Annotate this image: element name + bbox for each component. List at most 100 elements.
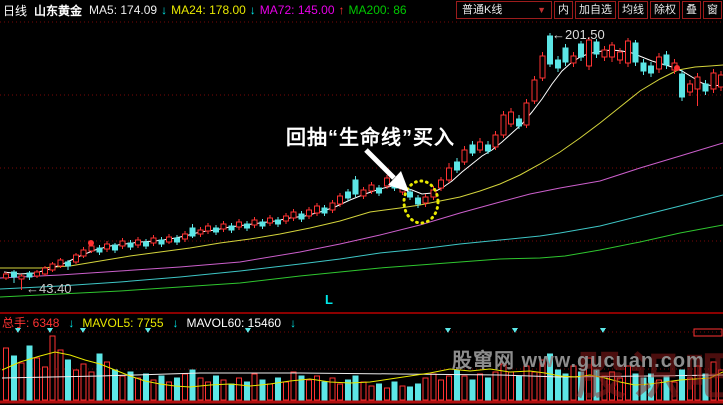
candle-body: [275, 219, 281, 225]
button-ma-lines[interactable]: 均线: [618, 1, 648, 19]
candle-body: [290, 211, 297, 219]
volume-bar: [34, 357, 41, 401]
candle-body: [368, 184, 375, 192]
volume-bar: [663, 375, 670, 401]
scrollbar-tick: [80, 328, 86, 333]
scrollbar-tick: [512, 328, 518, 333]
volume-bar: [166, 381, 173, 401]
volume-bar: [407, 386, 414, 401]
volume-bar: [111, 369, 118, 401]
candle-body: [80, 249, 87, 257]
ma-reading: MA200: 86: [348, 3, 407, 17]
scrollbar-tick: [245, 328, 251, 333]
candle-body: [298, 213, 305, 220]
volume-bar: [298, 375, 305, 401]
volume-bar: [601, 375, 608, 401]
button-inner[interactable]: 内: [554, 1, 573, 19]
candle-body: [655, 56, 662, 70]
button-add-watchlist[interactable]: 加自选: [575, 1, 616, 19]
volume-bar: [671, 381, 678, 401]
ma-line-MA5: [3, 49, 723, 275]
candle-body: [65, 261, 72, 267]
kline-type-label: 普通K线: [462, 4, 503, 16]
volume-bar: [119, 375, 126, 401]
top-toolbar: 日线 山东黄金 MA5: 174.09 ↓ MA24: 178.00 ↓ MA72: 1…: [0, 0, 723, 20]
kline-type-dropdown[interactable]: 普通K线 ▼: [456, 1, 552, 19]
candle-body: [251, 219, 258, 226]
volume-bar: [500, 363, 507, 401]
signal-dot: [88, 240, 94, 246]
vol-line-MAVOL60: [1, 372, 723, 379]
candle-body: [337, 195, 344, 205]
candle-body: [352, 179, 359, 195]
vol-line-MAVOL5: [1, 351, 723, 388]
volume-bar: [96, 353, 103, 401]
period-label[interactable]: 日线: [3, 3, 28, 18]
candle-body: [663, 54, 670, 66]
candle-body: [585, 39, 592, 67]
trend-arrow-icon: ↓: [68, 315, 75, 330]
candle-body: [306, 209, 313, 217]
candle-body: [383, 177, 390, 187]
candle-body: [321, 207, 328, 214]
candle-body: [41, 267, 48, 275]
candle-body: [329, 202, 336, 211]
volume-bar: [508, 371, 515, 401]
ma-readings-group: MA5: 174.09 ↓ MA24: 178.00 ↓ MA72: 145.00 ↑ MA…: [89, 3, 409, 17]
candle-body: [453, 161, 460, 171]
volume-bar: [18, 362, 25, 401]
volume-bar: [251, 373, 258, 401]
volume-bar: [267, 383, 274, 401]
candle-body: [422, 196, 429, 204]
volume-bar: [41, 366, 48, 401]
volume-bar: [609, 371, 616, 401]
candle-body: [34, 271, 41, 277]
candle-body: [578, 43, 585, 58]
volume-bar: [26, 345, 33, 401]
volume-bar: [632, 373, 639, 401]
volume-bar: [694, 365, 701, 401]
candle-body: [523, 102, 530, 126]
trend-arrow-icon: ↓: [290, 315, 297, 330]
candle-body: [212, 227, 219, 233]
volume-bar: [337, 383, 344, 401]
candle-body: [135, 239, 142, 246]
candle-body: [345, 191, 351, 199]
volume-bar: [578, 371, 585, 401]
trend-arrow-icon: ↓: [161, 3, 168, 17]
candle-body: [88, 245, 95, 252]
chevron-down-icon: ▼: [537, 5, 546, 15]
candle-body: [648, 65, 655, 74]
volume-bar: [648, 373, 655, 401]
candle-body: [267, 217, 274, 224]
candle-body: [127, 242, 134, 248]
button-window[interactable]: 窗: [703, 1, 722, 19]
candle-body: [702, 83, 709, 92]
candle-body: [376, 187, 383, 194]
scrollbar-thumb[interactable]: [693, 328, 723, 337]
volume-bar: [275, 377, 281, 401]
volume-bar: [104, 361, 110, 401]
candle-body: [547, 35, 553, 65]
volume-bar: [446, 375, 452, 401]
candle-body: [174, 237, 180, 243]
volume-bar: [243, 381, 250, 401]
button-overlay[interactable]: 叠: [682, 1, 701, 19]
volume-bar: [236, 377, 243, 401]
candle-body: [282, 215, 289, 222]
volume-bar: [259, 379, 266, 401]
volume-bar: [686, 377, 693, 401]
volume-bar: [49, 335, 56, 401]
ma-line-MA72: [0, 142, 723, 279]
volume-stats-row: 总手: 6348 ↓ MAVOL5: 7755 ↓ MAVOL60: 15460 ↓: [2, 314, 296, 331]
volume-bar: [313, 375, 320, 401]
candle-body: [189, 227, 196, 237]
annotation-arrow-shaft: [364, 148, 396, 180]
scrollbar-tick: [145, 328, 151, 333]
candle-body: [259, 221, 266, 227]
volume-bar: [655, 379, 662, 401]
candle-body: [3, 273, 9, 279]
button-ex-rights[interactable]: 除权: [650, 1, 680, 19]
volume-bar: [329, 377, 336, 401]
